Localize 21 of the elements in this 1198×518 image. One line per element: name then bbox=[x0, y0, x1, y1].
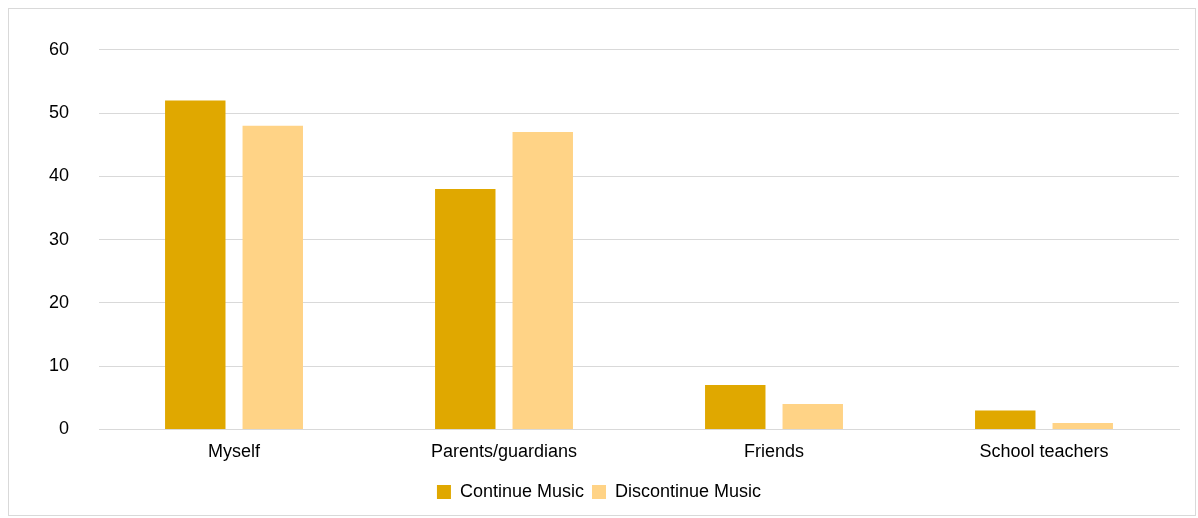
legend-label: Continue Music bbox=[459, 480, 585, 501]
bar bbox=[435, 188, 496, 429]
bar bbox=[512, 132, 573, 429]
y-tick-label: 20 bbox=[48, 291, 70, 312]
bar bbox=[705, 385, 766, 429]
y-tick-label: 50 bbox=[48, 102, 70, 123]
x-tick-label: Parents/guardians bbox=[430, 441, 578, 462]
y-tick-label: 60 bbox=[48, 38, 70, 59]
x-tick-label: Friends bbox=[743, 441, 805, 462]
y-tick-label: 0 bbox=[59, 418, 70, 439]
legend-label: Discontinue Music bbox=[615, 480, 762, 501]
bar bbox=[1052, 423, 1113, 429]
y-tick-label: 40 bbox=[48, 165, 70, 186]
bar bbox=[782, 404, 843, 429]
x-tick-label: Myself bbox=[208, 441, 262, 462]
y-tick-label: 30 bbox=[48, 228, 70, 249]
bar bbox=[975, 410, 1036, 429]
bar bbox=[242, 125, 303, 429]
bar bbox=[165, 100, 226, 429]
y-tick-label: 10 bbox=[48, 355, 70, 376]
x-tick-label: School teachers bbox=[979, 441, 1109, 462]
